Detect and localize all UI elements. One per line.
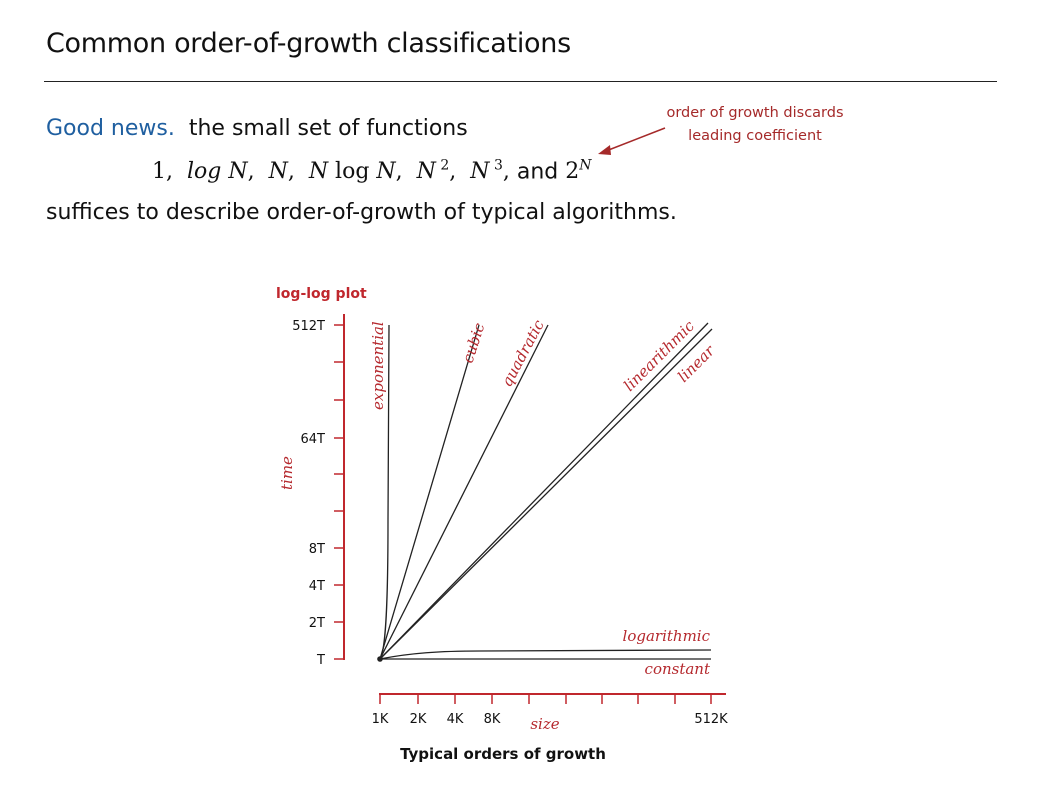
y-tick-label: 2T xyxy=(309,616,325,631)
good-news-line: Good news. the small set of functions xyxy=(46,116,468,141)
diagram-caption: Typical orders of growth xyxy=(400,745,606,763)
linear-curve xyxy=(379,328,713,660)
cubic-label: cubic xyxy=(459,320,489,365)
y-tick-label: T xyxy=(316,653,325,668)
linearithmic-curve xyxy=(379,322,709,660)
annotation: order of growth discards leading coeffic… xyxy=(620,102,890,148)
y-axis xyxy=(334,314,345,660)
y-tick-label: 512T xyxy=(292,319,325,334)
quadratic-curve xyxy=(379,324,549,660)
x-tick-label: 4K xyxy=(447,712,464,727)
annotation-line-1: order of growth discards xyxy=(666,105,844,121)
x-axis xyxy=(379,693,726,704)
formula-last: 2N xyxy=(565,158,592,185)
x-tick-label: 2K xyxy=(410,712,427,727)
cubic-curve xyxy=(379,324,480,660)
x-tick-label: 512K xyxy=(694,712,728,727)
plot-header: log-log plot xyxy=(276,286,367,302)
slide-title: Common order-of-growth classifications xyxy=(46,28,571,59)
curves xyxy=(379,322,713,660)
constant-label: constant xyxy=(645,660,711,678)
suffices-line: suffices to describe order-of-growth of … xyxy=(46,200,677,225)
formula-terms: 1, log N, N, N log N, N 2, N 3, xyxy=(152,158,510,185)
y-tick-label: 4T xyxy=(309,579,325,594)
y-tick-label: 64T xyxy=(301,432,326,447)
y-axis-label: time xyxy=(278,456,296,490)
annotation-arrow xyxy=(598,127,666,155)
logarithmic-curve xyxy=(379,649,712,660)
linear-label: linear xyxy=(674,341,719,386)
origin-point xyxy=(377,656,383,662)
logarithmic-label: logarithmic xyxy=(623,627,711,645)
y-tick-label: 8T xyxy=(309,542,325,557)
good-news-label: Good news. xyxy=(46,116,175,141)
good-news-text: the small set of functions xyxy=(188,116,468,141)
exponential-label: exponential xyxy=(369,321,387,410)
x-axis-label: size xyxy=(530,715,559,733)
function-list: 1, log N, N, N log N, N 2, N 3, and 2N xyxy=(152,158,592,184)
quadratic-label: quadratic xyxy=(498,316,549,390)
formula-and: and xyxy=(516,159,559,185)
title-rule xyxy=(44,81,997,82)
x-tick-label: 8K xyxy=(484,712,501,727)
x-tick-label: 1K xyxy=(372,712,389,727)
annotation-line-2: leading coefficient xyxy=(688,128,822,144)
